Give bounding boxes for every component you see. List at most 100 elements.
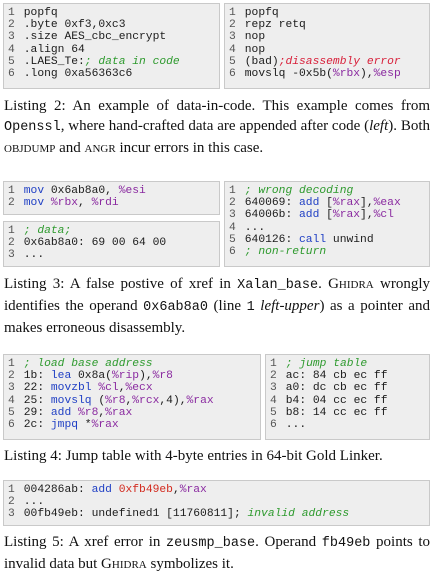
code-token: ), [139, 370, 153, 383]
line-number: 6 [229, 246, 236, 259]
code-token: b8: 14 cc ec ff [285, 406, 388, 419]
code-line: 3 .size AES_cbc_encrypt [8, 31, 215, 43]
code-token: .align 64 [23, 43, 85, 56]
line-number: 4 [229, 43, 236, 56]
code-line: 2 repz retq [229, 19, 425, 31]
listing-2-caption: Listing 2: An example of data-in-code. T… [4, 96, 430, 158]
line-number: 3 [229, 31, 236, 44]
code-line: 2 ac: 84 cb ec ff [270, 370, 425, 382]
line-number: 5 [8, 55, 15, 68]
line-number: 1 [8, 225, 15, 237]
line-number: 3 [8, 508, 15, 521]
caption-text: and [55, 140, 85, 156]
caption-text: ) as a pointer and makes erroneous disas… [4, 298, 430, 336]
line-number: 2 [229, 19, 236, 32]
code-line: 3 64006b: add [%rax],%cl [229, 209, 425, 221]
code-line: 5 .LAES_Te:; data in code [8, 56, 215, 68]
code-token: 004286ab: [23, 484, 92, 496]
caption-text: angr [84, 140, 116, 156]
code-line: 2 0x6ab8a0: 69 00 64 00 [8, 237, 215, 249]
listing-3-left-lower-code: 1 ; data; 2 0x6ab8a0: 69 00 64 00 3 ... [3, 221, 220, 267]
line-number: 6 [229, 68, 236, 81]
code-token: 22: [23, 382, 51, 395]
code-line: 2 mov %rbx, %rdi [8, 197, 215, 209]
code-token: 0x6ab8a0: 69 00 64 00 [23, 237, 167, 250]
line-number: 2 [270, 370, 277, 383]
code-token: 25: [23, 394, 51, 407]
code-line: 1 popfq [229, 7, 425, 19]
code-line: 2 ... [8, 496, 425, 508]
code-token: nop [244, 31, 266, 44]
code-line: 5 b8: 14 cc ec ff [270, 407, 425, 419]
listing-3-left-upper-code: 1 mov 0x6ab8a0, %esi 2 mov %rbx, %rdi [3, 181, 220, 215]
code-line: 2 640069: add [%rax],%eax [229, 197, 425, 209]
caption-text: zeusmp_base [166, 536, 256, 551]
code-token: %rax [179, 484, 207, 496]
code-token: ; wrong decoding [244, 185, 354, 197]
line-number: 3 [229, 209, 236, 222]
line-number: 1 [8, 358, 15, 370]
code-token: %r8 [105, 394, 126, 407]
code-token: add [91, 484, 112, 496]
code-line: 1 004286ab: add 0xfb49eb,%rax [8, 484, 425, 496]
code-token: %r8 [78, 406, 99, 419]
code-token: ; non-return [244, 246, 327, 259]
caption-text: (line [207, 298, 247, 314]
code-token: jmpq [50, 419, 79, 432]
code-token: %rax [186, 394, 214, 407]
line-number: 5 [270, 406, 277, 419]
listing-4-left-code: 1 ; load base address 2 1b: lea 0x8a(%rip… [3, 354, 261, 440]
listing-2-right-code: 1 popfq 2 repz retq 3 nop 4 nop 5 (bad);disa… [224, 3, 430, 89]
code-token: ; jump table [285, 358, 368, 370]
code-token: %rdi [91, 197, 119, 210]
code-line: 1 ; load base address [8, 358, 256, 370]
code-token: 2c: [23, 419, 51, 432]
code-token: %r8 [152, 370, 173, 383]
code-token: call [299, 233, 327, 246]
code-token: ( [91, 394, 106, 407]
line-number: 6 [8, 68, 15, 81]
code-token: .size AES_cbc_encrypt [23, 31, 167, 44]
caption-text: 1 [246, 300, 255, 315]
code-line: 5 (bad);disassembly error [229, 56, 425, 68]
code-token: [ [319, 197, 333, 210]
caption-text: Xalan_base [237, 278, 319, 293]
code-line: 4 nop [229, 44, 425, 56]
code-token: movzbl [50, 382, 92, 395]
code-token: nop [244, 43, 266, 56]
line-number: 1 [8, 484, 15, 496]
caption-text: Openssl [4, 120, 61, 135]
code-token: %rbx [50, 197, 79, 210]
code-token: %rbx [332, 68, 361, 81]
code-token: ,4), [159, 394, 187, 407]
caption-text: ). Both [388, 118, 430, 134]
caption-text: 0x6ab8a0 [143, 300, 208, 315]
code-token: ... [23, 496, 45, 509]
code-line: 6 .long 0xa56363c6 [8, 68, 215, 80]
code-line: 6 2c: jmpq *%rax [8, 419, 256, 431]
code-token: ;disassembly error [278, 55, 401, 68]
code-line: 5 640126: call unwind [229, 234, 425, 246]
code-token [112, 484, 119, 496]
line-number: 1 [8, 7, 15, 19]
line-number: 3 [270, 382, 277, 395]
code-token: ], [360, 197, 374, 210]
code-line: 4 25: movslq (%r8,%rcx,4),%rax [8, 395, 256, 407]
code-token: , [78, 197, 92, 210]
code-token: 0x8a( [71, 370, 112, 383]
code-token [71, 407, 78, 419]
listing-5-caption: Listing 5: A xref error in zeusmp_base. … [4, 532, 430, 574]
code-token: [ [319, 209, 333, 222]
code-token: add [299, 209, 320, 222]
line-number: 2 [8, 496, 15, 509]
code-token: b4: 04 cc ec ff [285, 394, 388, 407]
caption-text: wrongly identifies the operand [4, 276, 430, 314]
code-token: 29: [23, 406, 51, 419]
code-line: 2 1b: lea 0x8a(%rip),%r8 [8, 370, 256, 382]
code-token: , [125, 394, 133, 407]
code-token: %eax [373, 197, 401, 210]
line-number: 3 [8, 31, 15, 44]
code-token: %rax [105, 406, 133, 419]
line-number: 2 [8, 197, 15, 210]
code-line: 3 a0: dc cb ec ff [270, 382, 425, 394]
